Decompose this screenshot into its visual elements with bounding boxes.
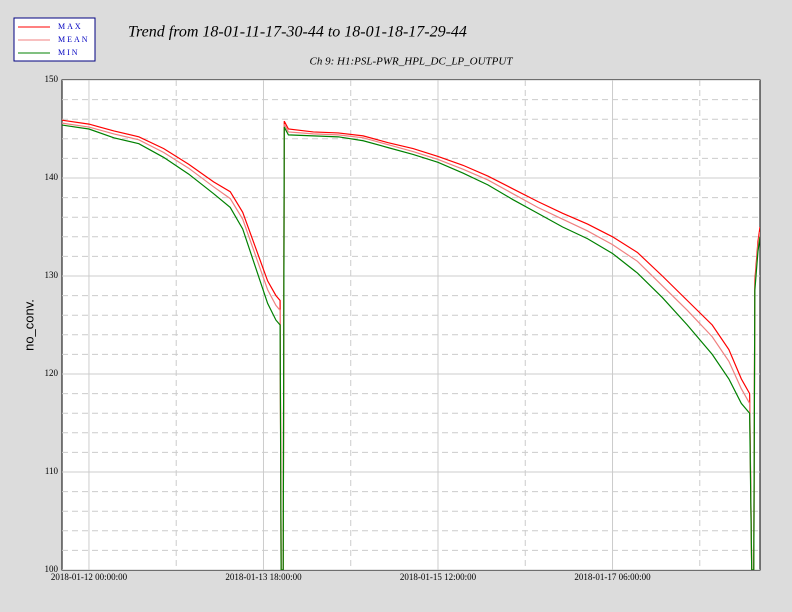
x-tick-label: 2018-01-17 06:00:00 — [574, 572, 651, 582]
y-tick-label: 130 — [45, 270, 59, 280]
legend-label: MIN — [58, 48, 80, 57]
chart-title: Trend from 18-01-11-17-30-44 to 18-01-18… — [128, 24, 467, 41]
y-tick-label: 110 — [45, 466, 59, 476]
x-tick-label: 2018-01-15 12:00:00 — [400, 572, 477, 582]
x-tick-label: 2018-01-13 18:00:00 — [225, 572, 302, 582]
series-line — [62, 122, 760, 570]
chart-subtitle: Ch 9: H1:PSL-PWR_HPL_DC_LP_OUTPUT — [310, 56, 514, 68]
y-tick-label: 120 — [45, 368, 59, 378]
legend-label: MAX — [58, 22, 83, 31]
series-line — [62, 119, 760, 570]
y-tick-label: 140 — [45, 172, 59, 182]
y-axis-label: no_conv. — [21, 299, 36, 351]
plot-content — [62, 80, 760, 570]
x-tick-label: 2018-01-12 00:00:00 — [51, 572, 128, 582]
series-line — [62, 124, 760, 570]
y-tick-label: 100 — [45, 564, 59, 574]
legend-label: MEAN — [58, 35, 90, 44]
y-tick-label: 150 — [45, 74, 59, 84]
